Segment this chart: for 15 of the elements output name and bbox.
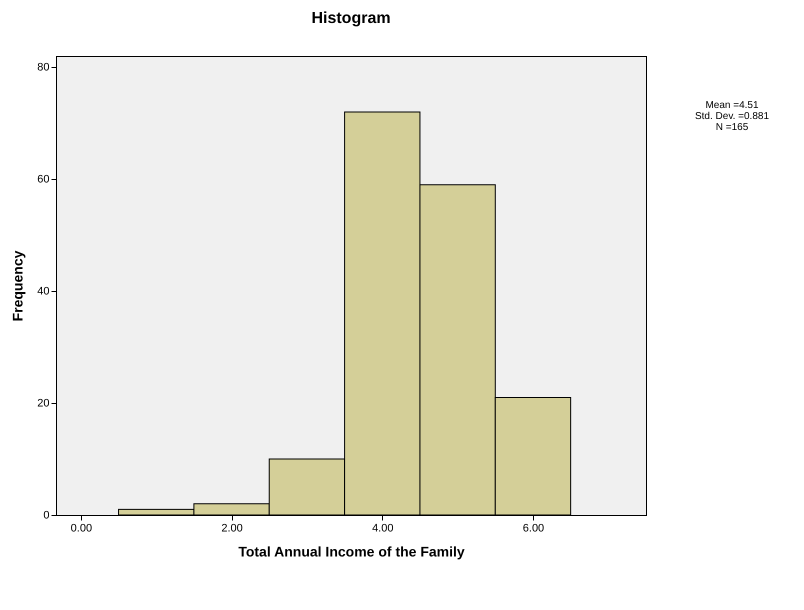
- chart-title: Histogram: [311, 10, 391, 27]
- text: N =165: [714, 122, 750, 133]
- y-tick-label: 0: [43, 510, 50, 522]
- x-tick-label: 2.00: [221, 522, 243, 534]
- x-tick-label: 0.00: [70, 522, 92, 534]
- text: Std. Dev. =0.881: [694, 111, 770, 122]
- x-axis-title: Total Annual Income of the Family: [238, 544, 465, 560]
- x-tick-label: 6.00: [522, 522, 544, 534]
- y-tick-label: 40: [37, 286, 50, 298]
- y-tick-label: 60: [37, 174, 50, 186]
- y-tick-label: 80: [37, 62, 50, 74]
- x-tick-label: 4.00: [372, 522, 394, 534]
- y-axis-title: Frequency: [9, 250, 26, 322]
- y-tick-label: 20: [37, 398, 50, 410]
- text: Mean =4.51: [704, 100, 760, 111]
